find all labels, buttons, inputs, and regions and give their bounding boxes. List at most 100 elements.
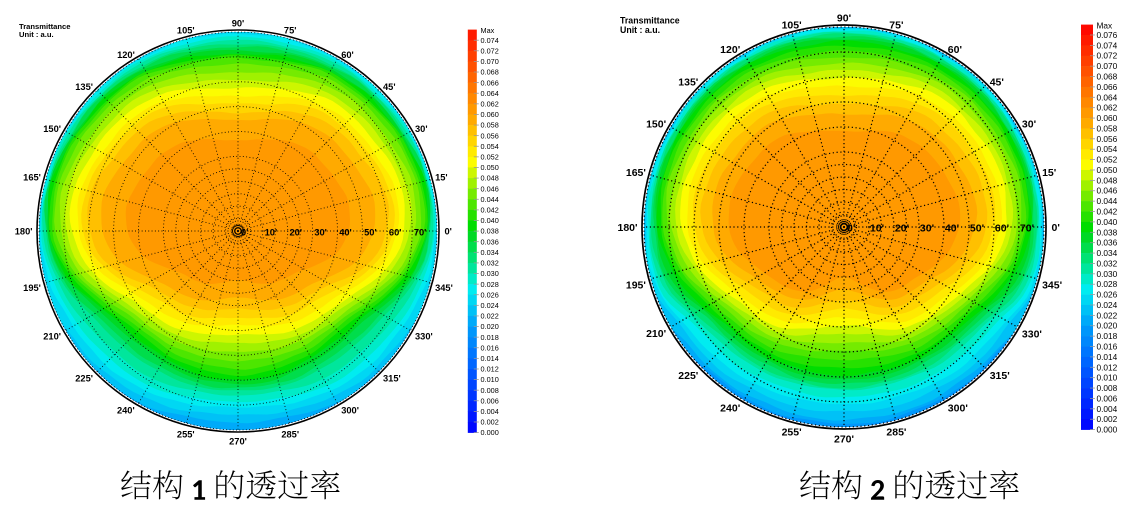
- svg-text:45': 45': [383, 82, 396, 92]
- svg-text:0.018: 0.018: [1097, 331, 1118, 341]
- svg-text:Transmittance: Transmittance: [620, 16, 680, 26]
- svg-text:315': 315': [990, 370, 1010, 382]
- svg-text:40': 40': [945, 223, 959, 235]
- svg-text:0.076: 0.076: [1097, 30, 1118, 40]
- svg-text:0.054: 0.054: [481, 142, 499, 151]
- svg-text:0': 0': [241, 228, 248, 238]
- svg-text:0.038: 0.038: [481, 227, 499, 236]
- svg-text:0.066: 0.066: [1097, 82, 1118, 92]
- svg-text:270': 270': [229, 436, 247, 446]
- svg-text:0.060: 0.060: [1097, 113, 1118, 123]
- svg-text:0.032: 0.032: [481, 259, 499, 268]
- svg-text:0.032: 0.032: [1097, 258, 1118, 268]
- svg-text:0.022: 0.022: [481, 312, 499, 321]
- svg-text:120': 120': [720, 44, 740, 56]
- svg-text:0.038: 0.038: [1097, 227, 1118, 237]
- svg-text:70': 70': [414, 228, 427, 238]
- svg-text:70': 70': [1020, 223, 1034, 235]
- svg-text:210': 210': [43, 332, 61, 342]
- svg-text:345': 345': [435, 283, 453, 293]
- svg-text:180': 180': [617, 222, 637, 234]
- svg-text:0.004: 0.004: [481, 407, 499, 416]
- svg-text:240': 240': [720, 402, 740, 414]
- svg-text:0.052: 0.052: [481, 152, 499, 161]
- svg-text:20': 20': [290, 228, 303, 238]
- svg-text:0.042: 0.042: [1097, 207, 1118, 217]
- svg-text:0.050: 0.050: [1097, 165, 1118, 175]
- svg-text:0.014: 0.014: [1097, 352, 1118, 362]
- svg-text:285': 285': [281, 429, 299, 439]
- svg-text:0.074: 0.074: [1097, 40, 1118, 50]
- svg-text:0.044: 0.044: [481, 195, 499, 204]
- svg-text:10': 10': [265, 228, 278, 238]
- svg-text:270': 270': [834, 434, 854, 446]
- svg-text:40': 40': [339, 228, 352, 238]
- svg-text:0.062: 0.062: [1097, 103, 1118, 113]
- svg-text:0.072: 0.072: [481, 46, 499, 55]
- svg-text:0': 0': [847, 223, 855, 235]
- svg-text:180': 180': [15, 226, 33, 236]
- svg-text:285': 285': [886, 427, 906, 439]
- svg-text:0.034: 0.034: [1097, 248, 1118, 258]
- svg-text:315': 315': [383, 373, 401, 383]
- svg-text:60': 60': [995, 223, 1009, 235]
- svg-text:60': 60': [389, 228, 402, 238]
- svg-text:0.048: 0.048: [1097, 175, 1118, 185]
- svg-text:75': 75': [889, 19, 903, 31]
- svg-text:240': 240': [117, 405, 135, 415]
- svg-text:0.014: 0.014: [481, 354, 499, 363]
- svg-text:0': 0': [445, 226, 452, 236]
- svg-text:0.028: 0.028: [1097, 279, 1118, 289]
- svg-text:195': 195': [23, 283, 41, 293]
- svg-text:0.046: 0.046: [481, 184, 499, 193]
- svg-text:0.062: 0.062: [481, 99, 499, 108]
- svg-text:0.016: 0.016: [1097, 342, 1118, 352]
- svg-text:0.046: 0.046: [1097, 186, 1118, 196]
- svg-text:Max: Max: [1097, 21, 1114, 31]
- svg-text:0.052: 0.052: [1097, 155, 1118, 165]
- svg-text:60': 60': [341, 50, 354, 60]
- svg-text:0.030: 0.030: [481, 269, 499, 278]
- svg-text:0.024: 0.024: [1097, 300, 1118, 310]
- svg-text:0.026: 0.026: [1097, 290, 1118, 300]
- svg-text:300': 300': [341, 405, 359, 415]
- svg-text:0.020: 0.020: [1097, 321, 1118, 331]
- svg-text:75': 75': [284, 25, 297, 35]
- svg-text:0.018: 0.018: [481, 333, 499, 342]
- svg-text:135': 135': [678, 76, 698, 88]
- svg-text:0.070: 0.070: [481, 57, 499, 66]
- svg-text:90': 90': [837, 13, 851, 25]
- svg-text:0.060: 0.060: [481, 110, 499, 119]
- svg-text:120': 120': [117, 50, 135, 60]
- svg-text:0.036: 0.036: [481, 237, 499, 246]
- svg-text:0.040: 0.040: [1097, 217, 1118, 227]
- svg-text:30': 30': [920, 223, 934, 235]
- svg-text:0.002: 0.002: [1097, 414, 1118, 424]
- svg-text:30': 30': [1022, 118, 1036, 130]
- svg-text:45': 45': [990, 76, 1004, 88]
- svg-text:0.000: 0.000: [1097, 425, 1118, 435]
- svg-text:0.074: 0.074: [481, 36, 499, 45]
- svg-text:0.042: 0.042: [481, 206, 499, 215]
- svg-text:50': 50': [364, 228, 377, 238]
- svg-text:0.056: 0.056: [1097, 134, 1118, 144]
- svg-text:330': 330': [415, 332, 433, 342]
- svg-text:Unit : a.u.: Unit : a.u.: [620, 25, 660, 35]
- svg-text:225': 225': [678, 370, 698, 382]
- svg-text:30': 30': [314, 228, 327, 238]
- svg-text:0.020: 0.020: [481, 322, 499, 331]
- svg-text:0.012: 0.012: [1097, 362, 1118, 372]
- svg-text:0.034: 0.034: [481, 248, 499, 257]
- svg-text:Transmittance: Transmittance: [19, 22, 71, 31]
- svg-text:0.068: 0.068: [1097, 72, 1118, 82]
- svg-text:30': 30': [415, 124, 428, 134]
- svg-text:15': 15': [1042, 167, 1056, 179]
- svg-text:15': 15': [435, 172, 448, 182]
- svg-text:255': 255': [177, 429, 195, 439]
- svg-text:10': 10': [870, 223, 884, 235]
- svg-text:0.000: 0.000: [481, 428, 499, 437]
- svg-text:0.012: 0.012: [481, 365, 499, 374]
- svg-text:150': 150': [646, 118, 666, 130]
- svg-text:0.002: 0.002: [481, 418, 499, 427]
- svg-text:150': 150': [43, 124, 61, 134]
